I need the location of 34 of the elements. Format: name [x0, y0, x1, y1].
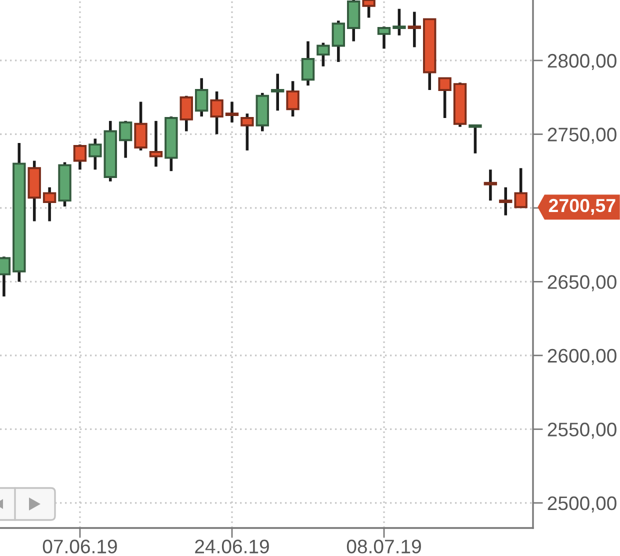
candlestick	[316, 41, 330, 68]
y-tick-label: 2500,00	[548, 496, 616, 512]
candlestick	[180, 94, 193, 133]
candlestick	[271, 72, 284, 112]
candlestick	[88, 137, 102, 171]
candlestick	[225, 100, 239, 124]
candlestick	[118, 120, 132, 160]
candlestick	[42, 186, 56, 223]
candlestick	[499, 186, 512, 217]
candlestick	[408, 10, 422, 49]
text: 2700,57	[548, 198, 616, 215]
y-tick-label: 2650,00	[548, 275, 616, 292]
candlestick	[514, 166, 528, 210]
candlestick	[392, 7, 406, 37]
candlestick	[194, 76, 208, 118]
candlestick	[484, 168, 498, 202]
y-tick-label: 2800,00	[548, 54, 616, 70]
candlestick	[286, 80, 300, 118]
x-tick-label: 08.07.19	[346, 540, 421, 554]
candlestick	[149, 120, 163, 168]
candlestick	[377, 25, 391, 50]
candlestick	[134, 100, 148, 152]
candlestick	[73, 143, 87, 171]
candlestick	[332, 19, 346, 64]
candlestick	[438, 76, 452, 120]
y-tick-label: 2750,00	[548, 128, 616, 144]
candlestick	[210, 90, 224, 136]
candlestick	[468, 124, 482, 155]
y-tick-label: 2550,00	[548, 422, 616, 439]
x-tick-label: 24.06.19	[195, 540, 269, 554]
candlestick	[240, 112, 254, 152]
candlestick	[301, 40, 315, 87]
y-tick-label: 2600,00	[548, 348, 616, 365]
x-tick-label: 07.06.19	[42, 540, 117, 554]
